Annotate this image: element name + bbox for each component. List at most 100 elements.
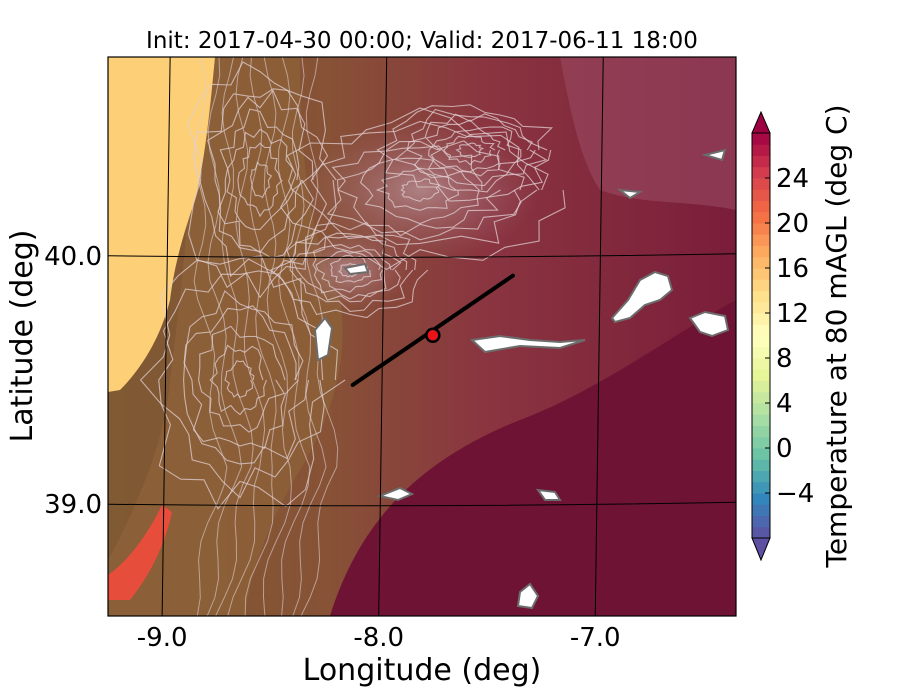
- contour-line: [289, 235, 414, 312]
- masked-patch: [610, 270, 674, 324]
- interior-plateau-region: [330, 300, 736, 616]
- plot-frame: [107, 56, 737, 617]
- colorbar-bands: [752, 133, 770, 539]
- colorbar-frame: [751, 132, 771, 539]
- longitude-gridline: [161, 56, 171, 617]
- contour-line: [315, 250, 383, 293]
- colorbar-band: [752, 189, 770, 201]
- latitude-gridline: [107, 253, 737, 258]
- contour-line: [183, 305, 299, 449]
- colorbar: −4 0 4 8 12 16 20 24 Temperature at 80 mAGL (de…: [751, 104, 853, 569]
- colorbar-tick-label: 20: [776, 209, 809, 239]
- contour-line: [227, 57, 266, 616]
- colorbar-label: Temperature at 80 mAGL (deg C): [820, 104, 853, 568]
- colorbar-tick-label: 24: [776, 164, 809, 194]
- contour-line: [193, 57, 228, 616]
- contour-line: [269, 221, 429, 319]
- contour-line: [430, 128, 506, 173]
- colorbar-band: [752, 526, 770, 539]
- masked-patch: [469, 334, 586, 354]
- contour-line: [139, 255, 346, 510]
- colorbar-ticks: −4 0 4 8 12 16 20 24: [765, 164, 814, 509]
- colorbar-tick-label: 0: [776, 434, 793, 464]
- colorbar-band: [752, 470, 770, 483]
- contour-line: [262, 57, 292, 616]
- chart-title: Init: 2017-04-30 00:00; Valid: 2017-06-1…: [146, 28, 698, 54]
- x-tick-label: -9.0: [137, 623, 188, 653]
- contour-line: [224, 360, 255, 399]
- colorbar-band: [752, 279, 770, 291]
- colorbar-band: [752, 211, 770, 224]
- colorbar-band: [752, 380, 770, 393]
- location-marker: [425, 327, 441, 344]
- colorbar-band: [752, 403, 770, 415]
- contour-line: [376, 104, 553, 202]
- ocean-region: [108, 57, 215, 392]
- contour-line: [192, 88, 329, 278]
- masked-patches: [313, 148, 730, 610]
- colorbar-extend-max: [751, 110, 771, 134]
- masked-patch: [343, 262, 370, 276]
- colorbar-band: [752, 256, 770, 269]
- coastal-land-region: [108, 57, 343, 616]
- map-plot-area: [108, 57, 736, 616]
- colorbar-tick-label: 12: [776, 299, 809, 329]
- colorbar-extend-min: [751, 537, 771, 562]
- contour-line: [338, 263, 363, 278]
- contour-line: [400, 178, 441, 202]
- colorbar-band: [752, 144, 770, 156]
- contour-line: [237, 142, 283, 218]
- colorbar-band: [752, 391, 770, 404]
- colorbar-band: [752, 166, 770, 179]
- graticule: [107, 56, 737, 617]
- x-tick-label: -7.0: [570, 623, 621, 653]
- contour-line: [455, 142, 485, 158]
- colorbar-band: [752, 504, 770, 516]
- colorbar-band: [752, 515, 770, 528]
- colorbar-band: [752, 414, 770, 426]
- colorbar-band: [752, 155, 770, 168]
- colorbar-band: [752, 324, 770, 336]
- masked-patch: [688, 310, 730, 338]
- colorbar-band: [752, 268, 770, 280]
- contour-line: [375, 167, 459, 211]
- contour-line: [291, 57, 327, 616]
- contour-line: [217, 108, 303, 254]
- contour-line: [393, 108, 548, 193]
- contour-line: [158, 270, 325, 499]
- colorbar-band: [752, 234, 770, 246]
- contour-line: [280, 107, 566, 271]
- colorbar-band: [752, 133, 770, 145]
- colorbar-band: [752, 436, 770, 449]
- colorbar-tick-label: −4: [776, 479, 814, 509]
- masked-patch: [535, 488, 562, 501]
- hot-coastal-patch: [108, 505, 172, 600]
- y-tick-label: 40.0: [44, 242, 102, 272]
- longitude-gridline: [378, 56, 388, 617]
- contour-line: [425, 119, 522, 177]
- latitude-gridline: [107, 501, 737, 507]
- colorbar-band: [752, 481, 770, 494]
- contour-line: [292, 232, 402, 303]
- y-tick-label: 39.0: [44, 490, 102, 520]
- colorbar-band: [752, 200, 770, 213]
- longitude-gridline: [594, 56, 604, 617]
- contour-line: [209, 344, 268, 416]
- colorbar-band: [752, 223, 770, 235]
- temperature-contours: [139, 57, 566, 616]
- contour-line: [277, 57, 311, 616]
- colorbar-band: [752, 313, 770, 325]
- y-axis-label: Latitude (deg): [5, 230, 40, 443]
- colorbar-tick-label: 4: [776, 389, 793, 419]
- colorbar-tick-label: 8: [776, 344, 793, 374]
- contour-line: [198, 325, 286, 433]
- contour-line: [244, 57, 277, 616]
- northeast-upland-region: [560, 57, 736, 210]
- contour-line: [215, 57, 254, 616]
- masked-patch: [313, 316, 334, 362]
- colorbar-band: [752, 425, 770, 438]
- masked-patch: [701, 148, 727, 162]
- x-axis-ticks: -9.0 -8.0 -7.0: [137, 623, 621, 653]
- colorbar-band: [752, 290, 770, 303]
